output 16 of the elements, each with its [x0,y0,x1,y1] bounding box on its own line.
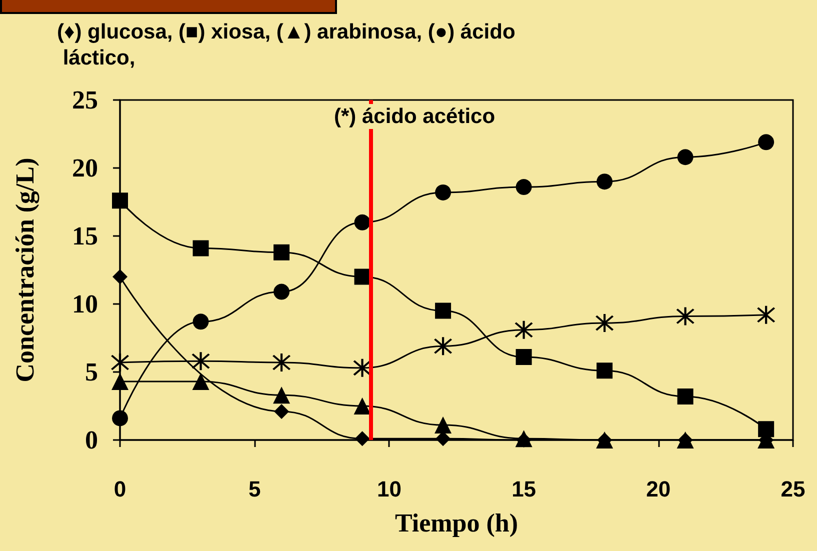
x-tick-label: 15 [512,476,536,502]
y-tick-label: 0 [85,426,98,454]
y-tick-label: 15 [72,222,98,250]
chart-title: (♦) glucosa, (■) xiosa, (▲) arabinosa, (●) ácido láctico, [57,20,516,70]
y-axis-title: Concentración (g/L) [10,158,40,382]
x-tick-label: 20 [646,476,671,502]
x-tick-label: 0 [114,476,126,502]
y-tick-label: 25 [72,86,98,114]
x-axis-title: Tiempo (h) [394,508,518,538]
annotation: (*) ácido acético [334,105,496,128]
x-tick-label: 10 [376,476,402,502]
x-tick-label: 25 [780,476,806,502]
y-tick-label: 5 [85,358,98,386]
x-tick-label: 5 [248,476,261,502]
y-tick-label: 20 [72,154,98,182]
y-tick-label: 10 [72,290,98,318]
